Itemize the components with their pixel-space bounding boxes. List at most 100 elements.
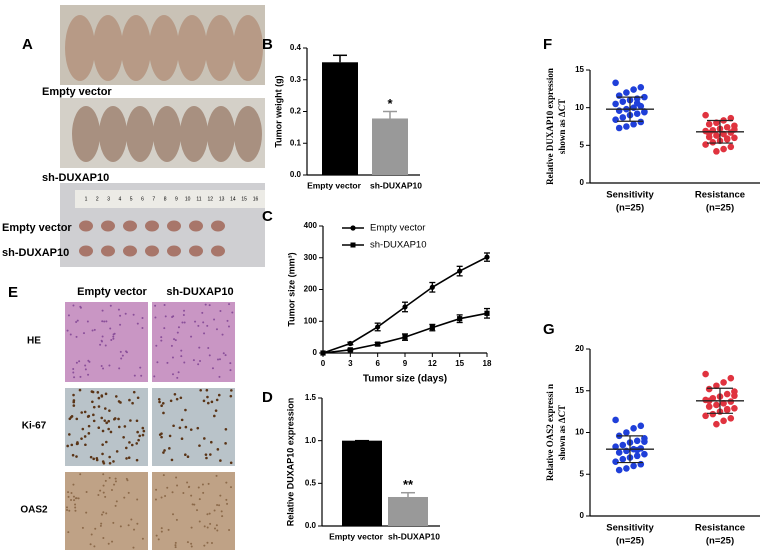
cell xyxy=(135,419,139,423)
cell xyxy=(153,375,156,378)
photo-label: Empty vector xyxy=(42,86,112,98)
cell xyxy=(87,424,91,428)
cell xyxy=(125,350,128,353)
cell xyxy=(160,527,163,530)
x-tick-note: (n=25) xyxy=(616,536,644,547)
cell xyxy=(136,322,139,325)
photo-label: Empty vector xyxy=(2,222,72,234)
cell xyxy=(186,541,189,544)
tumor xyxy=(79,220,93,232)
cell xyxy=(163,327,166,330)
cell xyxy=(225,481,228,484)
x-tick-label: Empty vector xyxy=(329,531,384,541)
y-tick-label: 0.0 xyxy=(290,170,302,179)
cell xyxy=(113,483,116,486)
y-axis-label: Tumor weight (g) xyxy=(273,75,283,147)
cell xyxy=(213,527,216,530)
cell xyxy=(92,457,95,461)
cell xyxy=(73,499,76,502)
cell xyxy=(108,461,112,465)
ruler-number: 15 xyxy=(241,196,247,202)
cell xyxy=(171,491,174,494)
point xyxy=(612,416,619,424)
point xyxy=(619,441,627,449)
cell xyxy=(216,358,219,361)
cell xyxy=(119,323,122,326)
mouse xyxy=(233,15,263,81)
cell xyxy=(219,309,222,312)
cell xyxy=(174,541,177,544)
cell xyxy=(201,311,204,314)
significance: ** xyxy=(403,477,414,492)
cell xyxy=(175,397,179,401)
cell xyxy=(66,509,69,512)
cell xyxy=(203,544,206,547)
cell xyxy=(132,313,135,316)
point xyxy=(637,422,645,430)
cell xyxy=(121,354,124,357)
cell xyxy=(183,321,186,324)
x-tick-label: sh-DUXAP10 xyxy=(370,180,422,190)
cell xyxy=(208,304,211,307)
cell xyxy=(176,484,179,487)
tumor xyxy=(167,245,181,257)
cell xyxy=(207,482,210,485)
marker xyxy=(375,341,381,347)
cell xyxy=(74,503,77,506)
cell xyxy=(177,326,180,329)
row-label: HE xyxy=(27,336,41,347)
cell xyxy=(160,336,163,339)
point xyxy=(641,438,648,445)
cell xyxy=(75,335,78,338)
x-tick-label: 3 xyxy=(348,359,353,368)
cell xyxy=(154,304,157,307)
cell xyxy=(97,426,101,430)
cell xyxy=(136,522,139,525)
cell xyxy=(117,417,120,421)
cell xyxy=(229,369,232,372)
cell xyxy=(160,435,163,439)
cell xyxy=(108,409,111,412)
ruler-number: 4 xyxy=(119,196,122,202)
cell xyxy=(213,414,216,418)
cell xyxy=(228,303,231,306)
point xyxy=(713,420,720,428)
legend-label: Empty vector xyxy=(370,223,425,234)
cell xyxy=(141,316,144,319)
cell xyxy=(96,391,100,394)
cell xyxy=(228,528,231,531)
point xyxy=(615,92,623,99)
cell xyxy=(229,461,233,465)
x-tick-note: (n=25) xyxy=(706,203,734,214)
cell xyxy=(208,354,211,357)
cell xyxy=(79,375,82,378)
cell xyxy=(128,398,131,402)
point xyxy=(641,450,648,458)
cell xyxy=(114,480,117,483)
cell xyxy=(189,428,193,431)
cell xyxy=(86,320,89,323)
cell xyxy=(84,443,87,447)
cell xyxy=(197,486,200,489)
cell xyxy=(181,321,184,324)
cell xyxy=(102,484,105,487)
cell xyxy=(190,526,193,529)
cell xyxy=(108,455,111,459)
cell xyxy=(80,437,83,440)
cell xyxy=(72,304,75,307)
cell xyxy=(105,421,108,425)
cell xyxy=(113,417,117,420)
x-tick-label: Resistance xyxy=(695,190,745,201)
y-tick-label: 10 xyxy=(575,103,584,112)
cell xyxy=(80,411,84,414)
x-tick-label: Sensitivity xyxy=(606,523,654,534)
cell xyxy=(180,349,183,352)
cell xyxy=(180,418,184,422)
y-tick-label: 0.1 xyxy=(290,138,302,147)
cell xyxy=(102,367,105,370)
cell xyxy=(227,325,230,328)
cell xyxy=(92,419,96,423)
point xyxy=(702,111,709,119)
cell xyxy=(91,400,94,404)
